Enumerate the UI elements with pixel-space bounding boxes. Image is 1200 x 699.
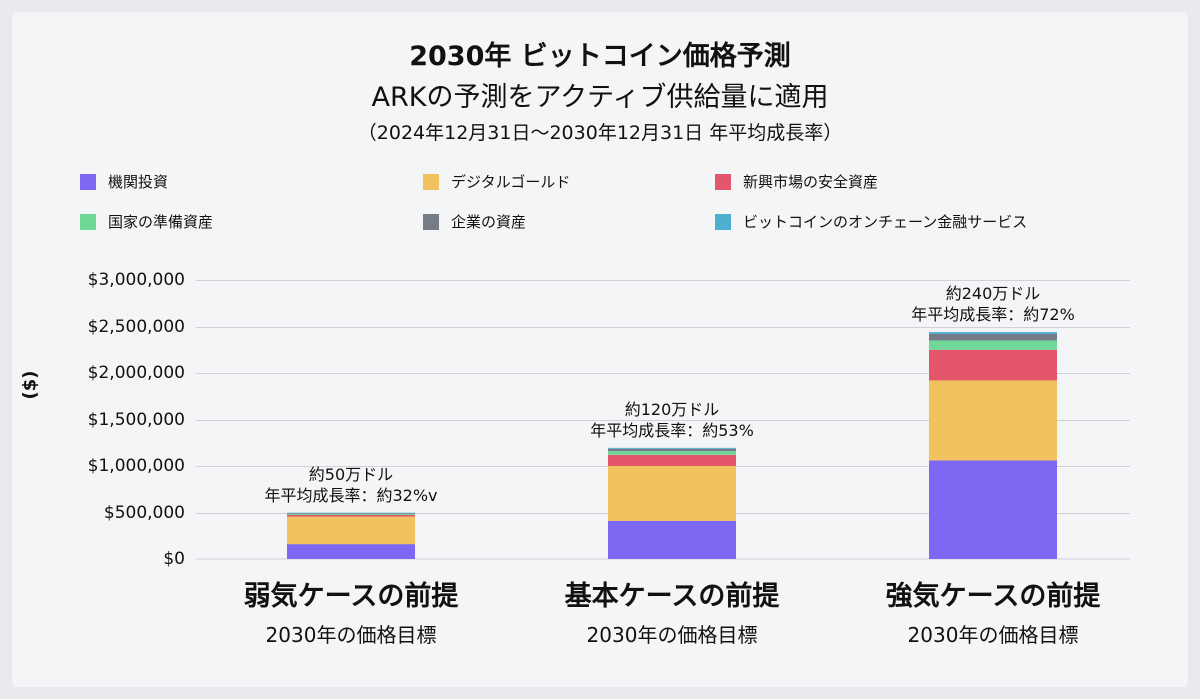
legend-item: デジタルゴールド [423,171,570,192]
bar-segment [608,520,736,559]
bar-segment [287,544,415,559]
bar-annotation-line: 年平均成長率：約53% [590,420,754,440]
legend-label: ビットコインのオンチェーン金融サービス [743,213,1028,231]
bar-segment [929,349,1057,381]
bar-annotation-line: 約240万ドル [945,284,1041,304]
y-tick-label: $1,500,000 [87,409,185,430]
bar-annotation-line: 年平均成長率：約32%v [264,485,438,505]
bar-annotation: 約120万ドル 年平均成長率：約53% [590,399,754,441]
legend-label: 企業の資産 [451,213,527,231]
y-tick-label: $3,000,000 [87,270,185,290]
bar-annotation: 約50万ドル 年平均成長率：約32%v [264,464,437,506]
y-tick-label: $0 [163,549,185,569]
bar-segment [608,451,736,455]
category-sublabel: 2030年の価格目標 [907,623,1079,647]
legend-swatch [423,173,439,190]
x-category-label: 基本ケースの前提 2030年の価格目標 [565,574,780,648]
gridline [196,327,1130,328]
x-category-label: 弱気ケースの前提 2030年の価格目標 [244,574,459,648]
bar-segment [929,333,1057,341]
gridline [196,373,1130,374]
legend-swatch [715,213,731,230]
legend-label: 機関投資 [108,173,169,191]
legend-swatch [423,213,439,230]
bar-segment [608,466,736,521]
bar-segment [929,460,1057,559]
bar-segment [608,447,736,449]
legend-label: デジタルゴールド [451,173,571,191]
legend-swatch [80,173,96,190]
y-tick-label: $2,000,000 [87,363,185,383]
category-name: 強気ケースの前提 [885,581,1101,612]
bar-segment [287,513,415,514]
chart-subtitle: ARKの予測をアクティブ供給量に適用 [371,82,829,113]
y-tick-label: $2,500,000 [87,316,185,337]
category-sublabel: 2030年の価格目標 [586,623,758,647]
legend-item: 新興市場の安全資産 [715,171,878,192]
chart-title: 2030年 ビットコイン価格予測 [409,41,791,72]
bar-segment [287,516,415,545]
bar-annotation-line: 約50万ドル [308,464,394,484]
category-name: 弱気ケースの前提 [243,581,459,612]
legend-item: 機関投資 [80,171,168,192]
legend-item: 国家の準備資産 [80,211,213,232]
gridline [196,280,1130,281]
bar-annotation-line: 年平均成長率：約72% [911,305,1075,325]
category-sublabel: 2030年の価格目標 [265,623,437,647]
y-tick-label: $500,000 [103,502,185,523]
legend-label: 新興市場の安全資産 [743,173,879,191]
chart-period: （2024年12月31日～2030年12月31日 年平均成長率） [357,122,843,144]
category-name: 基本ケースの前提 [564,581,780,612]
legend-item: 企業の資産 [423,211,526,232]
bar-segment [929,380,1057,461]
bar-segment [929,332,1057,334]
bar-segment [608,448,736,452]
bar-segment [287,515,415,517]
legend-swatch [80,213,96,230]
bar-segment [608,454,736,466]
bar-segment [929,340,1057,350]
legend-item: ビットコインのオンチェーン金融サービス [715,211,1027,232]
gridline [196,420,1130,421]
bar-annotation-line: 約120万ドル [624,399,720,419]
bar-annotation: 約240万ドル 年平均成長率：約72% [911,283,1075,325]
legend-label: 国家の準備資産 [108,213,214,231]
y-tick-label: $1,000,000 [87,456,185,476]
bar-segment [287,513,415,516]
x-category-label: 強気ケースの前提 2030年の価格目標 [886,574,1101,648]
legend-swatch [715,173,731,190]
